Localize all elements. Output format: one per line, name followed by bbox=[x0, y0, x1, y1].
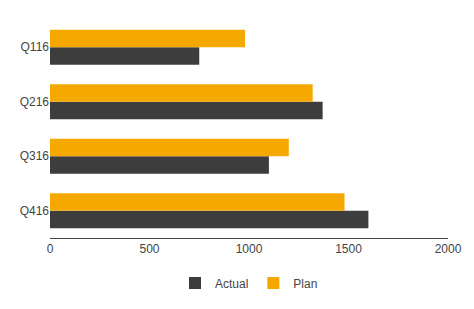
svg-text:Plan: Plan bbox=[293, 277, 317, 291]
svg-text:Q416: Q416 bbox=[20, 204, 50, 218]
svg-text:1000: 1000 bbox=[236, 242, 263, 256]
svg-text:500: 500 bbox=[139, 242, 159, 256]
svg-text:1500: 1500 bbox=[335, 242, 362, 256]
svg-text:Actual: Actual bbox=[215, 277, 248, 291]
svg-text:Q116: Q116 bbox=[21, 40, 50, 54]
svg-text:Q216: Q216 bbox=[20, 95, 50, 109]
svg-text:2000: 2000 bbox=[435, 242, 462, 256]
svg-text:0: 0 bbox=[47, 242, 54, 256]
svg-text:Q316: Q316 bbox=[20, 149, 50, 163]
